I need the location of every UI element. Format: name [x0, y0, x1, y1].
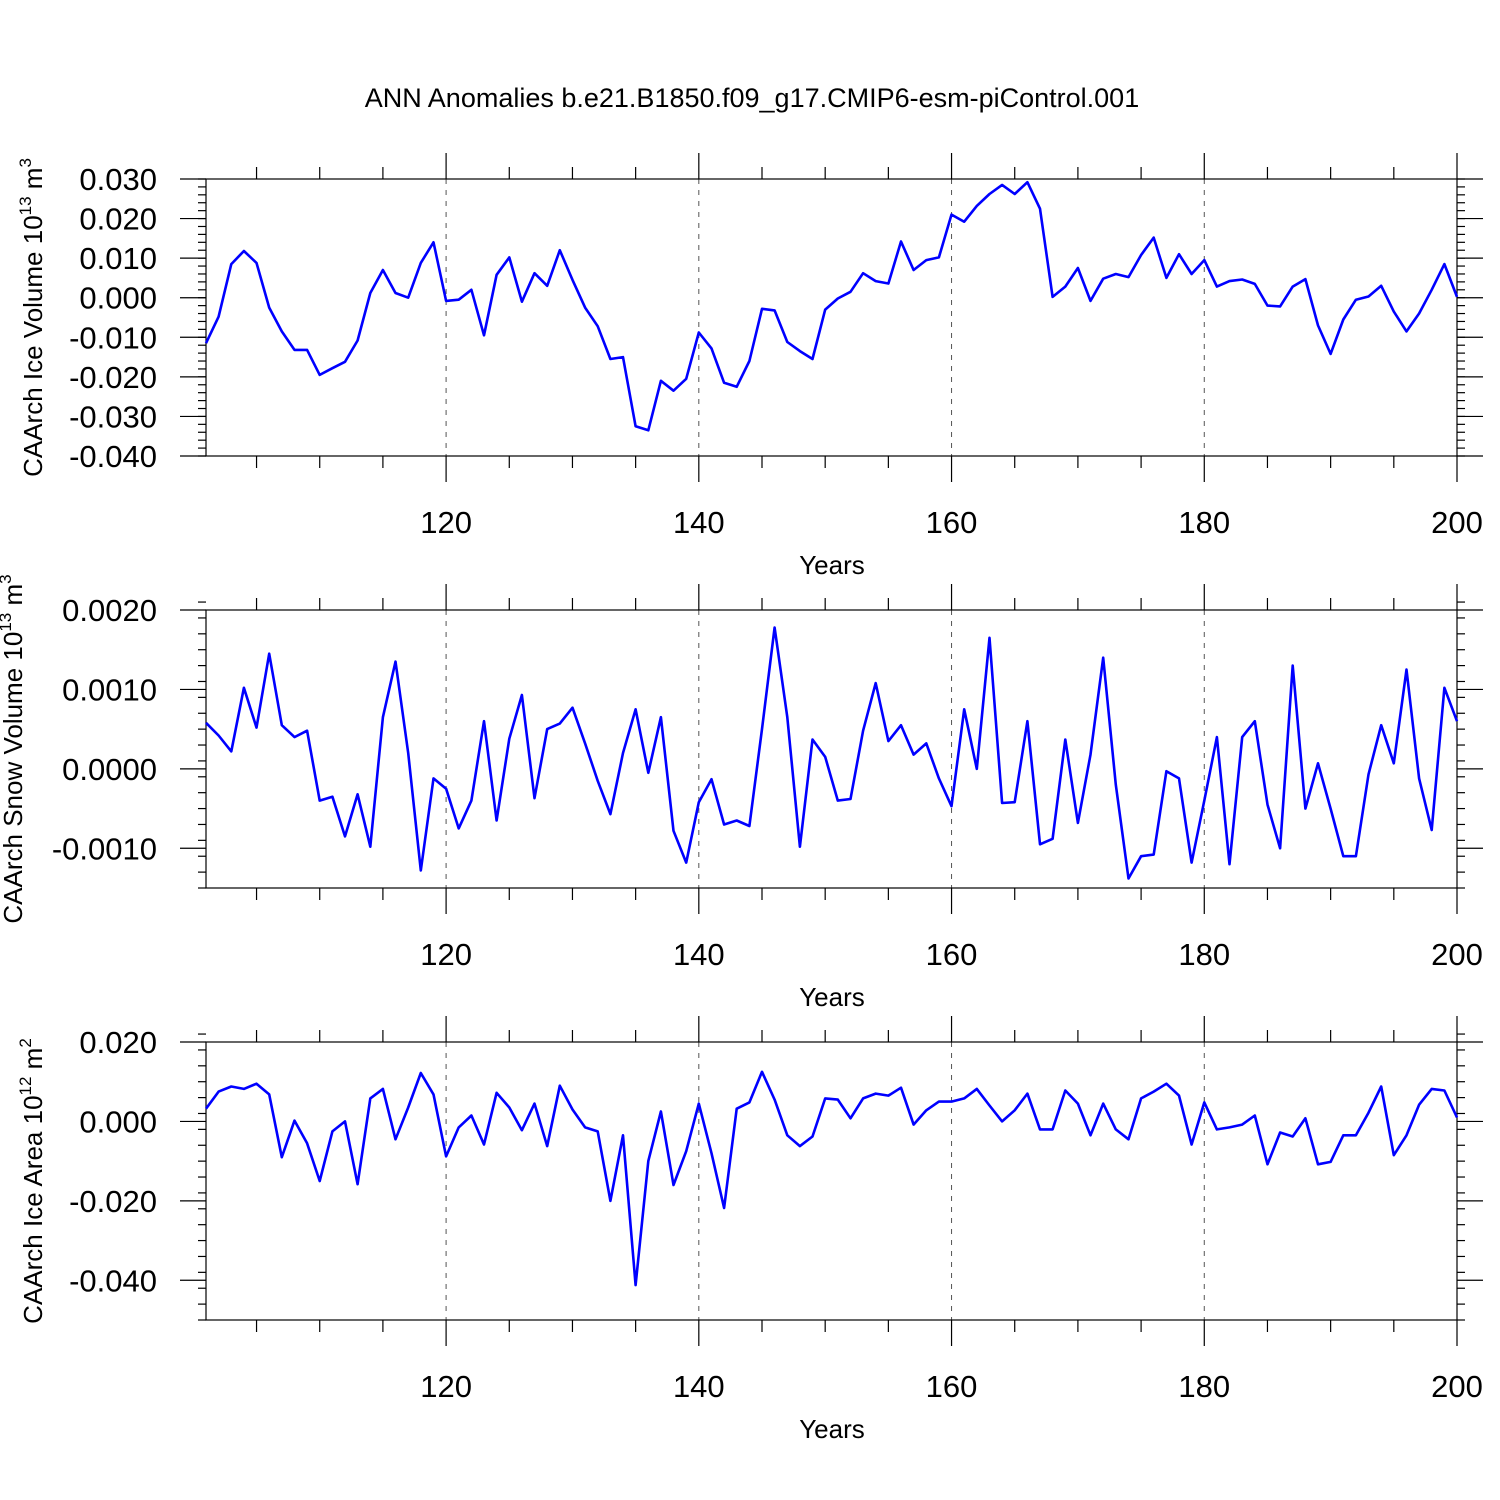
- x-tick-label: 200: [1431, 937, 1483, 972]
- x-tick-label: 160: [926, 1369, 978, 1404]
- y-axis-label-exponent: 13: [16, 196, 35, 215]
- y-axis-label-text: CAArch Snow Volume 10: [0, 632, 28, 924]
- y-tick-label: 0.0010: [62, 672, 157, 707]
- x-tick-label: 140: [673, 505, 725, 540]
- y-tick-label: 0.000: [79, 281, 157, 316]
- y-axis-label-unit: m: [0, 584, 28, 613]
- plot-frame: [206, 610, 1457, 888]
- y-tick-label: 0.030: [79, 162, 157, 197]
- y-tick-label: 0.020: [79, 1025, 157, 1060]
- y-axis-label-unit-exponent: 2: [16, 1038, 35, 1047]
- x-tick-label: 180: [1178, 937, 1230, 972]
- figure: ANN Anomalies b.e21.B1850.f09_g17.CMIP6-…: [0, 0, 1500, 1500]
- y-axis-label-exponent: 12: [16, 1077, 35, 1096]
- x-tick-label: 200: [1431, 1369, 1483, 1404]
- x-axis-label: Years: [799, 550, 865, 580]
- y-axis-label-text: CAArch Ice Area 10: [18, 1095, 48, 1323]
- figure-title: ANN Anomalies b.e21.B1850.f09_g17.CMIP6-…: [365, 83, 1139, 113]
- x-tick-label: 140: [673, 1369, 725, 1404]
- x-tick-label: 200: [1431, 505, 1483, 540]
- y-tick-label: 0.020: [79, 202, 157, 237]
- y-axis-label-unit: m: [18, 1048, 48, 1077]
- x-tick-label: 180: [1178, 505, 1230, 540]
- plot-frame: [206, 1042, 1457, 1320]
- panel-ice-volume: 0.030 0.020 0.010 0.000 -0.010 -0.020 -0.030 -0…: [16, 153, 1483, 580]
- x-axis-label: Years: [799, 1414, 865, 1444]
- x-axis-label: Years: [799, 982, 865, 1012]
- x-tick-label: 120: [420, 505, 472, 540]
- x-tick-label: 120: [420, 937, 472, 972]
- series-line: [206, 628, 1457, 879]
- y-tick-label: -0.040: [69, 439, 157, 474]
- y-axis-label: CAArch Ice Volume 1013 m3: [16, 158, 48, 477]
- y-axis-label-unit-exponent: 3: [16, 158, 35, 167]
- x-tick-label: 160: [926, 937, 978, 972]
- x-tick-label: 160: [926, 505, 978, 540]
- y-tick-label: -0.020: [69, 1184, 157, 1219]
- series-line: [206, 182, 1457, 430]
- y-tick-label: -0.0010: [52, 831, 157, 866]
- y-axis-label: CAArch Ice Area 1012 m2: [16, 1038, 48, 1324]
- y-axis-label-unit: m: [18, 168, 48, 197]
- y-axis-label: CAArch Snow Volume 1013 m3: [0, 574, 28, 923]
- y-tick-label: -0.010: [69, 320, 157, 355]
- y-axis-label-text: CAArch Ice Volume 10: [18, 215, 48, 477]
- x-tick-label: 140: [673, 937, 725, 972]
- panel-ice-area: 0.020 0.000 -0.020 -0.040 120 140 160 180 200 Yea…: [16, 1016, 1483, 1444]
- y-tick-label: -0.020: [69, 360, 157, 395]
- series-line: [206, 1072, 1457, 1285]
- plot-frame: [206, 179, 1457, 456]
- y-axis-label-exponent: 13: [0, 613, 15, 632]
- y-tick-label: 0.0020: [62, 593, 157, 628]
- y-tick-label: 0.010: [79, 241, 157, 276]
- y-axis-label-unit-exponent: 3: [0, 574, 15, 583]
- y-tick-label: 0.000: [79, 1104, 157, 1139]
- x-tick-label: 120: [420, 1369, 472, 1404]
- y-tick-label: 0.0000: [62, 752, 157, 787]
- y-tick-label: -0.030: [69, 399, 157, 434]
- panel-snow-volume: 0.0020 0.0010 0.0000 -0.0010 120 140 160 180 200…: [0, 574, 1483, 1012]
- y-tick-label: -0.040: [69, 1263, 157, 1298]
- x-tick-label: 180: [1178, 1369, 1230, 1404]
